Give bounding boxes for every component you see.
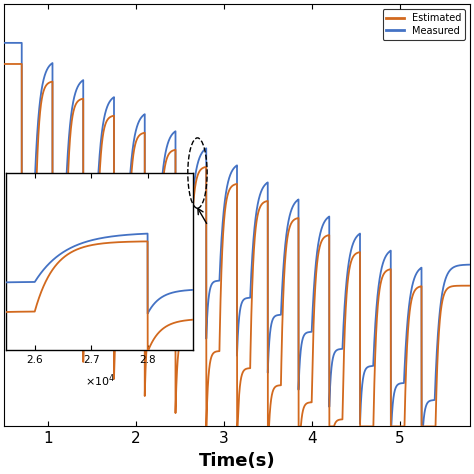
Legend: Estimated, Measured: Estimated, Measured <box>383 9 465 40</box>
X-axis label: Time(s): Time(s) <box>199 452 275 470</box>
